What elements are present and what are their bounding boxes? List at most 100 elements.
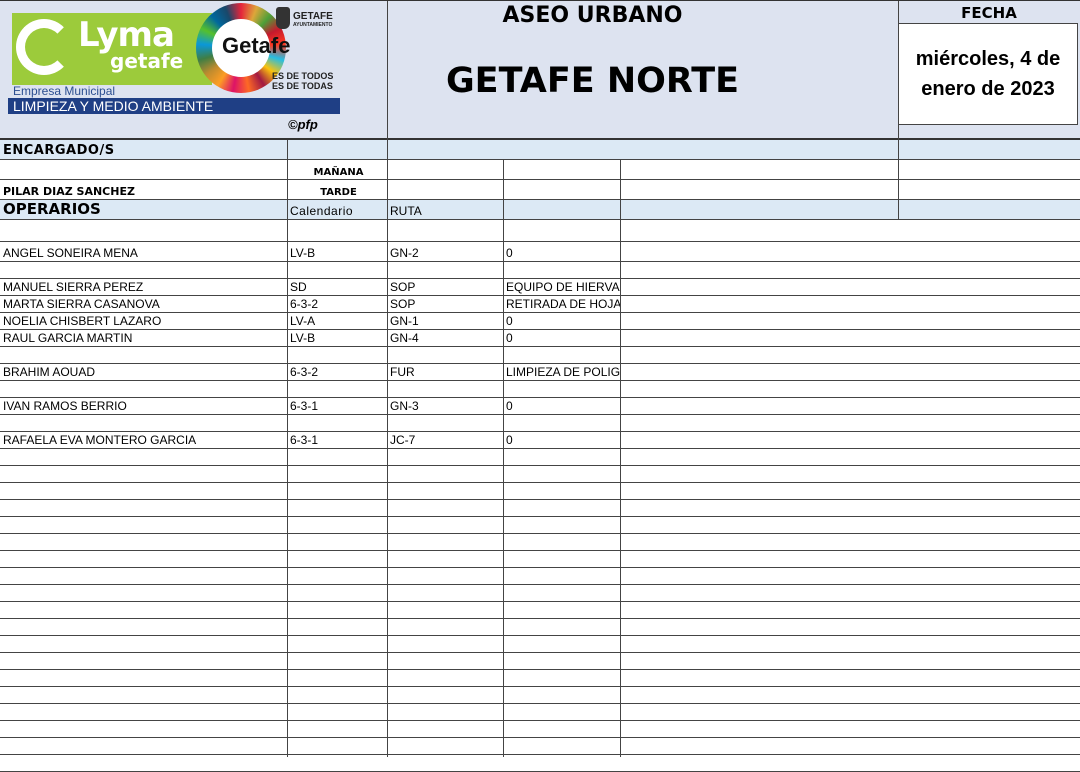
ruta-cell[interactable] bbox=[387, 381, 503, 397]
calendario-cell[interactable] bbox=[287, 262, 387, 278]
empty-row[interactable] bbox=[0, 585, 1080, 602]
logo-city: Getafe bbox=[222, 33, 291, 58]
ruta-cell[interactable]: SOP bbox=[390, 297, 416, 311]
empty-row[interactable] bbox=[0, 500, 1080, 517]
empty-row[interactable] bbox=[0, 483, 1080, 500]
operario-name[interactable]: RAFAELA EVA MONTERO GARCIA bbox=[3, 433, 197, 447]
fecha-value[interactable]: miércoles, 4 de enero de 2023 bbox=[898, 23, 1078, 125]
tarde-encargado-name[interactable]: PILAR DIAZ SANCHEZ bbox=[3, 185, 135, 198]
tarea-cell[interactable] bbox=[503, 415, 620, 431]
operario-name[interactable]: MANUEL SIERRA PEREZ bbox=[3, 280, 144, 294]
operario-name[interactable]: BRAHIM AOUAD bbox=[3, 365, 96, 379]
copyright: ©pfp bbox=[288, 117, 318, 132]
ruta-cell[interactable] bbox=[387, 415, 503, 431]
tarea-cell[interactable] bbox=[503, 220, 620, 241]
empty-row[interactable] bbox=[0, 704, 1080, 721]
operario-name[interactable]: NOELIA CHISBERT LAZARO bbox=[3, 314, 162, 328]
empty-row[interactable] bbox=[0, 738, 1080, 755]
tarea-cell[interactable]: 0 bbox=[506, 433, 513, 447]
tarea-cell[interactable]: 0 bbox=[506, 399, 513, 413]
tarea-cell[interactable]: EQUIPO DE HIERVA bbox=[506, 280, 620, 294]
operarios-label: OPERARIOS bbox=[3, 200, 101, 218]
tarea-cell[interactable]: RETIRADA DE HOJA bbox=[506, 297, 620, 311]
empty-row[interactable] bbox=[0, 568, 1080, 585]
ruta-cell[interactable]: FUR bbox=[390, 365, 415, 379]
operario-name[interactable] bbox=[0, 262, 287, 278]
calendario-cell[interactable]: 6-3-2 bbox=[290, 297, 319, 311]
company-type: Empresa Municipal bbox=[13, 84, 116, 98]
tarea-cell[interactable] bbox=[503, 262, 620, 278]
calendario-cell[interactable]: 6-3-1 bbox=[290, 433, 319, 447]
table-row: ANGEL SONEIRA MENA LV-B GN-2 0 bbox=[0, 242, 1080, 262]
empty-row[interactable] bbox=[0, 619, 1080, 636]
tarea-cell[interactable] bbox=[503, 347, 620, 363]
operario-name[interactable]: ANGEL SONEIRA MENA bbox=[3, 246, 138, 260]
operario-name[interactable] bbox=[0, 220, 287, 241]
calendario-cell[interactable]: SD bbox=[290, 280, 307, 294]
ruta-cell[interactable]: GN-4 bbox=[390, 331, 419, 345]
empty-row[interactable] bbox=[0, 602, 1080, 619]
empty-row[interactable] bbox=[0, 636, 1080, 653]
slogan: ES DE TODOS ES DE TODAS bbox=[272, 71, 333, 91]
table-row bbox=[0, 415, 1080, 432]
empty-row[interactable] bbox=[0, 551, 1080, 568]
operario-name[interactable] bbox=[0, 381, 287, 397]
table-row bbox=[0, 220, 1080, 242]
table-row bbox=[0, 347, 1080, 364]
calendario-header: Calendario bbox=[290, 204, 354, 218]
empty-row[interactable] bbox=[0, 517, 1080, 534]
logo-brand: Lyma bbox=[78, 15, 175, 55]
table-row: MANUEL SIERRA PEREZ SD SOP EQUIPO DE HIERVA bbox=[0, 279, 1080, 296]
calendario-cell[interactable]: LV-A bbox=[290, 314, 316, 328]
ayuntamiento-logo: GETAFE AYUNTAMIENTO bbox=[293, 11, 333, 28]
encargados-header-row: ENCARGADO/S bbox=[0, 140, 1080, 160]
calendario-cell[interactable]: LV-B bbox=[290, 246, 316, 260]
operario-name[interactable] bbox=[0, 347, 287, 363]
empty-row[interactable] bbox=[0, 653, 1080, 670]
ruta-header: RUTA bbox=[390, 204, 422, 218]
sheet-header: Lyma getafe Getafe GETAFE AYUNTAMIENTO ES… bbox=[0, 0, 1080, 141]
empty-row[interactable] bbox=[0, 670, 1080, 687]
ayuntamiento-sub: AYUNTAMIENTO bbox=[293, 22, 333, 28]
empty-row[interactable] bbox=[0, 755, 1080, 772]
empty-row[interactable] bbox=[0, 687, 1080, 704]
grid-line bbox=[503, 160, 504, 757]
operario-name[interactable]: RAUL GARCIA MARTIN bbox=[3, 331, 133, 345]
calendario-cell[interactable] bbox=[287, 220, 387, 241]
tarea-cell[interactable]: LIMPIEZA DE POLIG bbox=[506, 365, 620, 379]
ayuntamiento-name: GETAFE bbox=[293, 11, 333, 22]
calendario-cell[interactable]: 6-3-1 bbox=[290, 399, 319, 413]
fecha-label: FECHA bbox=[961, 4, 1017, 22]
calendario-cell[interactable] bbox=[287, 415, 387, 431]
ruta-cell[interactable]: SOP bbox=[390, 280, 416, 294]
empty-row[interactable] bbox=[0, 466, 1080, 483]
tarea-cell[interactable] bbox=[503, 381, 620, 397]
empty-row[interactable] bbox=[0, 721, 1080, 738]
operario-name[interactable]: MARTA SIERRA CASANOVA bbox=[3, 297, 160, 311]
empty-row[interactable] bbox=[0, 534, 1080, 551]
calendario-cell[interactable]: 6-3-2 bbox=[290, 365, 319, 379]
slogan-1: ES DE TODOS bbox=[272, 71, 334, 81]
table-row: BRAHIM AOUAD 6-3-2 FUR LIMPIEZA DE POLIG bbox=[0, 364, 1080, 381]
calendario-cell[interactable] bbox=[287, 347, 387, 363]
ruta-cell[interactable]: GN-2 bbox=[390, 246, 419, 260]
grid-line bbox=[620, 160, 621, 757]
ruta-cell[interactable] bbox=[387, 220, 503, 241]
tarea-cell[interactable]: 0 bbox=[506, 314, 513, 328]
calendario-cell[interactable] bbox=[287, 381, 387, 397]
ruta-cell[interactable]: JC-7 bbox=[390, 433, 416, 447]
sdg-wheel-icon bbox=[196, 3, 286, 93]
calendario-cell[interactable]: LV-B bbox=[290, 331, 316, 345]
table-row: MARTA SIERRA CASANOVA 6-3-2 SOP RETIRADA DE… bbox=[0, 296, 1080, 313]
operario-name[interactable] bbox=[0, 415, 287, 431]
tarea-cell[interactable]: 0 bbox=[506, 331, 513, 345]
tarea-cell[interactable]: 0 bbox=[506, 246, 513, 260]
operario-name[interactable]: IVAN RAMOS BERRIO bbox=[3, 399, 127, 413]
ruta-cell[interactable]: GN-3 bbox=[390, 399, 419, 413]
ruta-cell[interactable] bbox=[387, 347, 503, 363]
manana-label: MAÑANA bbox=[313, 167, 364, 178]
ruta-cell[interactable] bbox=[387, 262, 503, 278]
empty-row[interactable] bbox=[0, 449, 1080, 466]
logo-brand-sub: getafe bbox=[110, 49, 184, 73]
ruta-cell[interactable]: GN-1 bbox=[390, 314, 419, 328]
